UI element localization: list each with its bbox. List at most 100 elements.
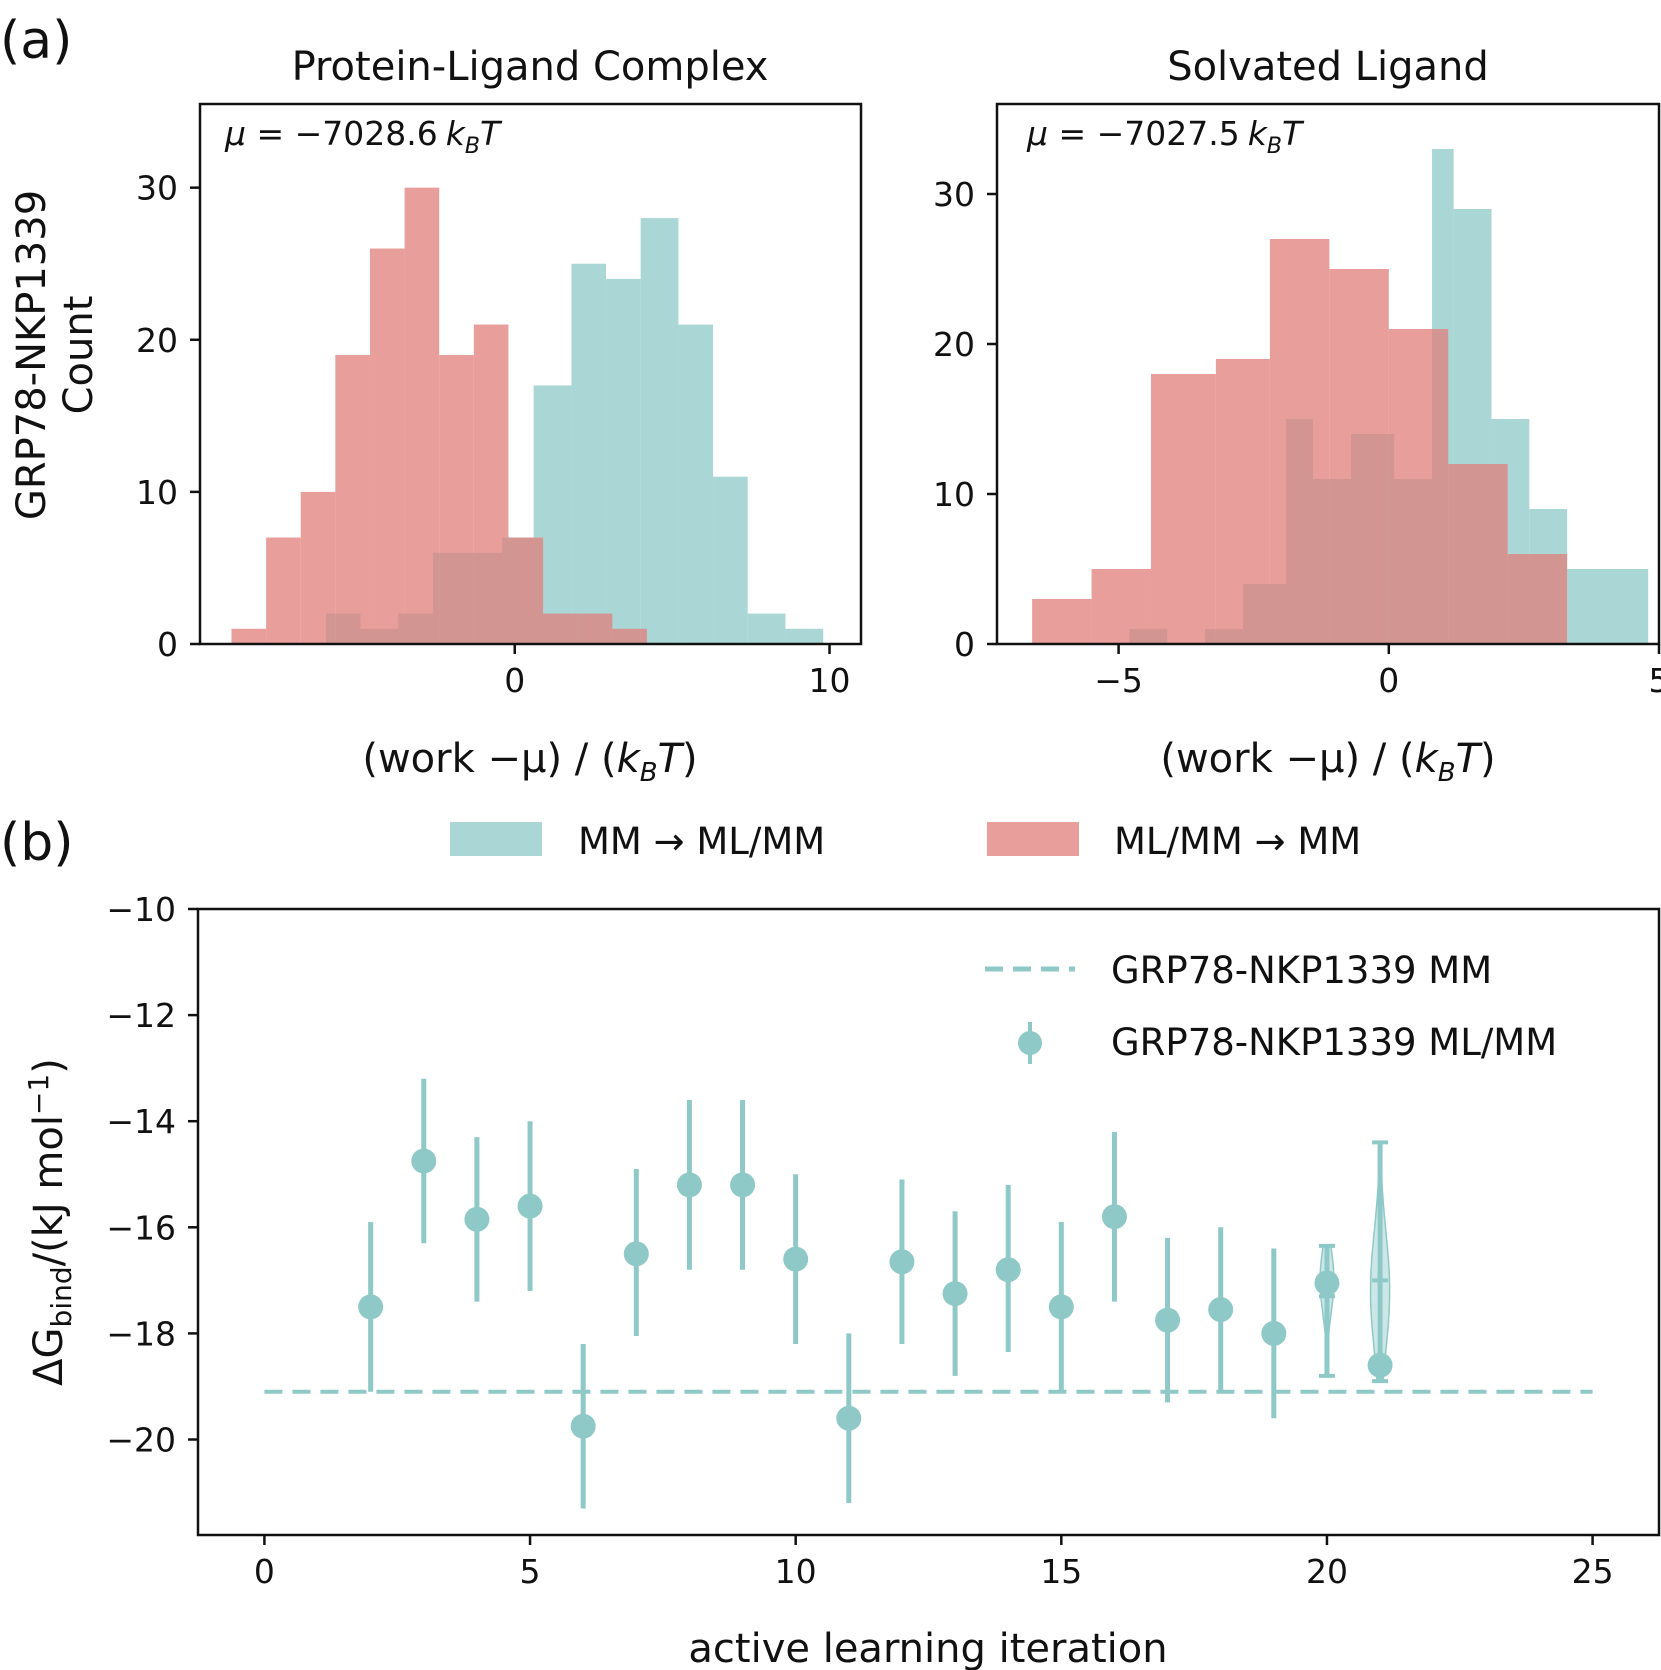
mu-symbol: μ: [224, 114, 246, 153]
hist-solvated-ligand-bar-mlmm-to-mm: [1151, 374, 1216, 644]
hist-protein-ligand-bar-mlmm-to-mm: [612, 628, 647, 644]
point-iter-15: [1048, 1294, 1074, 1320]
hist-protein-ligand-bar-mlmm-to-mm: [473, 324, 509, 644]
legend-label-mlmm: GRP78-NKP1339 ML/MM: [1111, 1021, 1557, 1064]
point-iter-17: [1155, 1307, 1181, 1333]
hist-solvated-ligand-mu-annotation: μ = −7027.5 kBT: [1026, 114, 1305, 159]
hist-protein-ligand-title: Protein-Ligand Complex: [292, 44, 769, 90]
legend-swatch-mlmm-to-mm: [987, 822, 1079, 856]
mu-value: −7028.6: [295, 114, 438, 153]
hist-protein-ligand-bar-mlmm-to-mm: [231, 628, 267, 644]
x-tick-label: 15: [1040, 1552, 1082, 1591]
x-tick-label: −5: [1094, 661, 1143, 700]
binding-energy-ylabel: ΔGbind/(kJ mol−1): [22, 1058, 78, 1386]
binding-energy-marks: [264, 1078, 1593, 1509]
hist-protein-ligand-xlabel: (work −μ) / (kBT): [362, 736, 697, 788]
x-tick-label: 0: [504, 661, 525, 700]
mu-eq: =: [246, 114, 295, 153]
mu-unit-k: k: [1248, 114, 1269, 153]
point-iter-10: [783, 1246, 809, 1272]
hist-protein-ligand-bar-mm-to-mlmm: [713, 476, 748, 644]
y-tick-label: −12: [106, 996, 176, 1035]
y-tick-label: −10: [106, 890, 176, 929]
hist-solvated-ligand-bar-mlmm-to-mm: [1507, 554, 1568, 644]
hist-solvated-ligand-bar-mlmm-to-mm: [1329, 269, 1389, 644]
binding-energy-legend: GRP78-NKP1339 MM GRP78-NKP1339 ML/MM: [985, 949, 1557, 1064]
x-tick-label: 0: [1378, 661, 1399, 700]
mu-unit-k: k: [446, 114, 467, 153]
mu-value: −7027.5: [1097, 114, 1240, 153]
mu-unit-b: B: [465, 134, 480, 159]
x-tick-label: 25: [1572, 1552, 1614, 1591]
hist-protein-ligand-bar-mlmm-to-mm: [266, 537, 301, 644]
hist-protein-ligand-bar-mm-to-mlmm: [640, 218, 679, 644]
mu-unit-t: T: [480, 114, 503, 153]
point-iter-5: [517, 1193, 543, 1219]
hist-solvated-ligand-frame: [995, 102, 1661, 646]
y-tick-label: 30: [933, 175, 975, 214]
hist-protein-ligand-bar-mm-to-mlmm: [571, 263, 607, 644]
hist-protein-ligand-mu-annotation: μ = −7028.6 kBT: [224, 114, 503, 159]
legend-label-mlmm-to-mm: ML/MM → MM: [1114, 820, 1361, 863]
x-tick-label: 10: [809, 661, 851, 700]
legend-marker-mlmm: [1018, 1031, 1042, 1055]
x-tick-label: 0: [254, 1552, 275, 1591]
binding-energy-frame: [196, 907, 1661, 1537]
hist-protein-ligand-bar-mlmm-to-mm: [508, 537, 544, 644]
hist-solvated-ligand-bar-mlmm-to-mm: [1269, 239, 1330, 644]
hist-protein-ligand-bar-mlmm-to-mm: [300, 491, 336, 644]
hist-protein-ligand-bar-mm-to-mlmm: [606, 278, 641, 644]
y-tick-label: 0: [954, 625, 975, 664]
x-tick-label: 20: [1306, 1552, 1348, 1591]
hist-protein-ligand-frame: [198, 102, 863, 646]
hist-solvated-ligand-bar-mm-to-mlmm: [1567, 569, 1649, 644]
hist-solvated-ligand-xlabel: (work −μ) / (kBT): [1160, 736, 1495, 788]
point-iter-4: [464, 1206, 490, 1232]
hist-protein-ligand: 0 10 0 10 20 30 Protein-Ligand Complex μ = −7…: [136, 44, 863, 788]
hist-solvated-ligand-ticks: −5 0 5 0 10 20 30: [933, 175, 1661, 700]
hist-protein-ligand-bar-mm-to-mlmm: [678, 324, 714, 644]
hist-protein-ligand-bar-mlmm-to-mm: [543, 613, 578, 644]
y-tick-label: −14: [106, 1102, 176, 1141]
hist-protein-ligand-bar-mlmm-to-mm: [577, 613, 613, 644]
point-iter-21: [1367, 1352, 1393, 1378]
panel-label-b: (b): [0, 813, 74, 873]
mu-eq: =: [1048, 114, 1097, 153]
point-iter-12: [889, 1249, 915, 1275]
legend-label-ref-mm: GRP78-NKP1339 MM: [1111, 949, 1492, 992]
hist-protein-ligand-ticks: 0 10 0 10 20 30: [136, 169, 851, 700]
y-tick-label: −16: [106, 1208, 176, 1247]
mu-unit-b: B: [1267, 134, 1282, 159]
hist-solvated-ligand-bar-mlmm-to-mm: [1388, 329, 1449, 644]
y-tick-label: −20: [106, 1421, 176, 1460]
hist-protein-ligand-bars: [231, 187, 824, 644]
hist-solvated-ligand-bars: [1032, 149, 1649, 644]
hist-protein-ligand-bar-mm-to-mlmm: [747, 613, 786, 644]
point-iter-16: [1101, 1204, 1127, 1230]
hist-protein-ligand-bar-mlmm-to-mm: [335, 354, 370, 644]
y-tick-label: −18: [106, 1314, 176, 1353]
hist-solvated-ligand-bar-mlmm-to-mm: [1032, 599, 1092, 644]
x-tick-label: 5: [520, 1552, 541, 1591]
hist-protein-ligand-bar-mlmm-to-mm: [439, 354, 474, 644]
point-iter-3: [411, 1148, 437, 1174]
hist-solvated-ligand-title: Solvated Ligand: [1167, 44, 1489, 90]
y-tick-label: 0: [157, 625, 178, 664]
panel-label-a: (a): [0, 11, 72, 71]
point-iter-20: [1314, 1270, 1340, 1296]
binding-energy-ticks: 0 5 10 15 20 25 −10 −12 −14 −16 −18 −20: [106, 890, 1613, 1591]
legend-swatch-mm-to-mlmm: [450, 822, 542, 856]
point-iter-11: [836, 1405, 862, 1431]
point-iter-7: [623, 1241, 649, 1267]
point-iter-14: [995, 1257, 1021, 1283]
point-iter-9: [730, 1172, 756, 1198]
binding-energy-xlabel: active learning iteration: [688, 1626, 1167, 1670]
y-tick-label: 20: [933, 325, 975, 364]
x-tick-label: 10: [775, 1552, 817, 1591]
hist-solvated-ligand: −5 0 5 0 10 20 30 Solvated Ligand μ = −7027.5 k…: [933, 44, 1661, 788]
mu-symbol: μ: [1026, 114, 1048, 153]
hist-protein-ligand-bar-mlmm-to-mm: [404, 187, 440, 644]
top-legend: MM → ML/MM ML/MM → MM: [450, 820, 1361, 863]
point-iter-2: [358, 1294, 384, 1320]
